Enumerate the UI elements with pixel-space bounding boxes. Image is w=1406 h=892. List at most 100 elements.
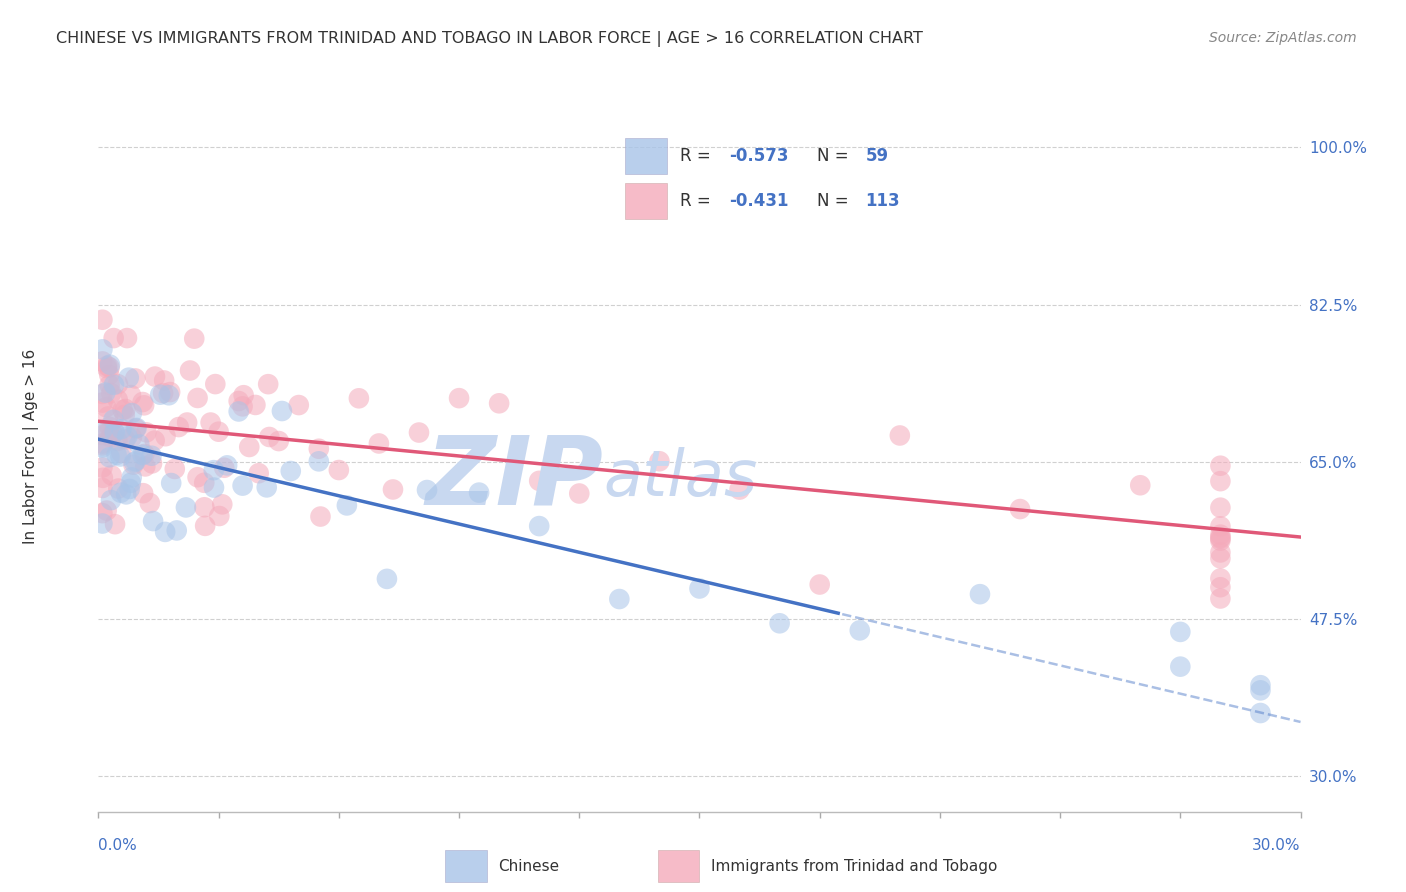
Point: [212, 460, 235, 475]
Point: [114, 408, 136, 422]
Point: [100, 430, 122, 444]
Point: [1250, 706, 1272, 720]
Point: [1209, 458, 1232, 473]
Point: [204, 377, 226, 392]
Point: [1209, 527, 1232, 541]
Point: [104, 425, 127, 439]
Bar: [658, 850, 699, 882]
Point: [98, 368, 121, 382]
Point: [1010, 502, 1032, 516]
Point: [91, 387, 114, 401]
Point: [849, 624, 872, 638]
Point: [232, 478, 254, 492]
Point: [96, 503, 118, 517]
Point: [153, 524, 176, 539]
Point: [183, 332, 205, 346]
Point: [94, 385, 117, 400]
Point: [381, 483, 404, 497]
Point: [121, 430, 143, 444]
Point: [107, 392, 129, 407]
Point: [468, 485, 491, 500]
Text: -0.573: -0.573: [728, 147, 789, 165]
Point: [969, 587, 991, 601]
Point: [245, 398, 267, 412]
Point: [1129, 478, 1152, 492]
Point: [124, 454, 146, 468]
Point: [91, 471, 114, 485]
Point: [98, 360, 121, 375]
Point: [100, 493, 122, 508]
Point: [808, 577, 831, 591]
Point: [166, 524, 188, 538]
Text: atlas: atlas: [603, 448, 758, 509]
Point: [347, 392, 370, 406]
Point: [96, 359, 118, 373]
Text: 59: 59: [865, 147, 889, 165]
Point: [208, 508, 231, 523]
Point: [1170, 659, 1192, 673]
Point: [111, 403, 134, 417]
Point: [120, 475, 142, 490]
Point: [529, 474, 551, 488]
Point: [122, 455, 145, 469]
Point: [91, 516, 114, 531]
Point: [107, 377, 129, 392]
Point: [176, 416, 198, 430]
Text: R =: R =: [681, 147, 716, 165]
Point: [125, 421, 148, 435]
Point: [228, 404, 250, 418]
Point: [118, 482, 141, 496]
Bar: [626, 137, 668, 174]
Point: [110, 422, 132, 436]
Point: [107, 482, 129, 496]
Point: [149, 387, 172, 401]
Text: In Labor Force | Age > 16: In Labor Force | Age > 16: [22, 349, 39, 543]
Point: [91, 423, 114, 437]
Point: [232, 388, 254, 402]
Text: 0.0%: 0.0%: [98, 838, 138, 853]
Point: [97, 409, 120, 424]
Point: [107, 434, 129, 448]
Point: [202, 463, 225, 477]
Point: [98, 377, 121, 392]
Text: 113: 113: [865, 192, 900, 210]
Point: [271, 404, 294, 418]
Point: [115, 487, 138, 501]
Point: [228, 394, 250, 409]
Point: [1209, 591, 1232, 606]
Point: [416, 483, 439, 497]
Point: [103, 425, 125, 440]
Point: [91, 441, 114, 455]
Point: [174, 500, 197, 515]
Point: [110, 485, 132, 500]
Point: [101, 426, 124, 441]
Text: N =: N =: [817, 147, 853, 165]
Point: [114, 433, 136, 447]
Point: [1209, 531, 1232, 545]
Point: [91, 460, 114, 475]
Point: [91, 343, 114, 357]
Point: [447, 391, 470, 405]
Point: [1209, 572, 1232, 586]
Point: [160, 476, 183, 491]
Point: [121, 406, 143, 420]
Point: [529, 519, 551, 533]
Point: [728, 483, 751, 497]
Point: [96, 361, 118, 376]
Point: [1209, 474, 1232, 488]
Point: [125, 421, 148, 435]
Point: [139, 496, 162, 510]
Point: [280, 464, 302, 478]
Point: [163, 462, 186, 476]
Point: [202, 481, 225, 495]
Text: R =: R =: [681, 192, 716, 210]
Point: [308, 442, 330, 456]
Point: [110, 446, 132, 460]
Text: Chinese: Chinese: [499, 859, 560, 873]
Point: [104, 517, 127, 532]
Point: [134, 447, 156, 461]
Point: [247, 467, 270, 481]
Text: Immigrants from Trinidad and Tobago: Immigrants from Trinidad and Tobago: [711, 859, 997, 873]
Point: [211, 497, 233, 511]
Text: CHINESE VS IMMIGRANTS FROM TRINIDAD AND TOBAGO IN LABOR FORCE | AGE > 16 CORRELA: CHINESE VS IMMIGRANTS FROM TRINIDAD AND …: [56, 31, 924, 47]
